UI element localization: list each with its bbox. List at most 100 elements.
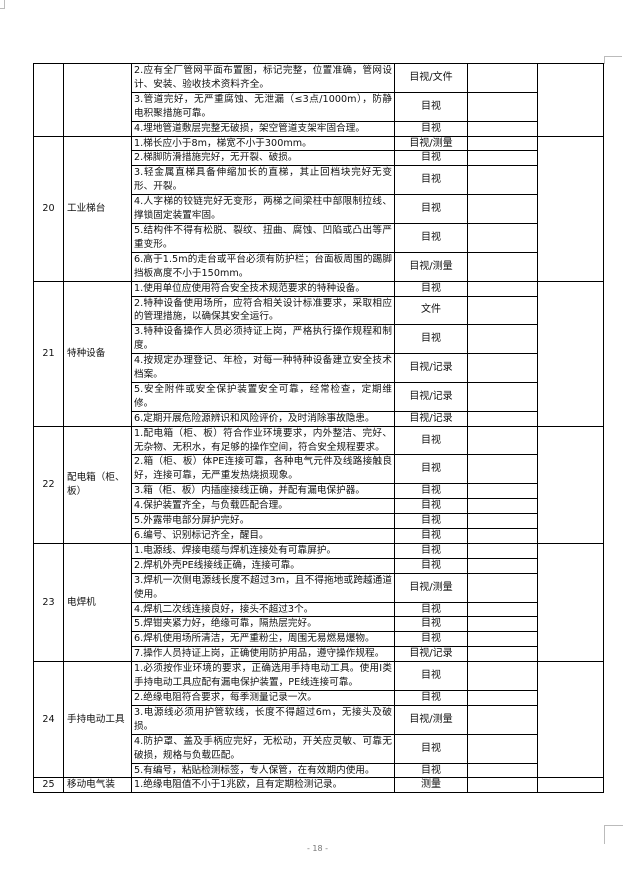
check-method: 目视: [394, 528, 468, 544]
check-method: 目视: [394, 425, 468, 456]
result-cell: [467, 631, 538, 648]
result-cell: [467, 425, 538, 456]
check-method: 目视: [394, 762, 468, 779]
table-row: 3.箱（柜、板）内插座接线正确，并配有漏电保护器。 目视: [34, 483, 604, 500]
item-number: 22: [33, 425, 64, 544]
table-row: 6.高于1.5m的走台或平台必须有防护栏；台面板周围的踢脚挡板高度不小于150m…: [34, 251, 604, 282]
requirement-text: 5.安全附件或安全保护装置安全可靠，经常检查，定期维修。: [131, 381, 395, 412]
result-cell: [467, 572, 538, 603]
requirement-text: 4.埋地管道敷层完整无破损，架空管道支架牢固合理。: [131, 120, 395, 137]
check-method: 目视: [394, 498, 468, 515]
table-row: 24 手持电动工具 1.必须按作业环境的要求，正确选用手持电动工具。使用Ⅰ类手持电动…: [33, 661, 604, 779]
item-number: 23: [33, 542, 64, 663]
table-row: 4.焊机二次线连接良好，接头不超过3个。 目视: [34, 601, 604, 618]
check-method: 目视: [394, 280, 468, 297]
table-row: 5.焊钳夹紧力好，绝缘可靠，隔热层完好。 目视: [34, 616, 604, 633]
result-cell: [467, 120, 538, 137]
result-cell: [467, 542, 538, 559]
requirement-text: 4.保护装置齐全，与负载匹配合理。: [131, 498, 395, 515]
remark-cell: [537, 63, 604, 137]
requirement-text: 6.编号、识别标记齐全，醒目。: [131, 528, 395, 544]
table-row: 22 配电箱（柜、板） 1.配电箱（柜、板）符合作业环境要求，内外整洁、完好、无杂物…: [33, 425, 604, 544]
check-method: 目视: [394, 689, 468, 706]
result-cell: [467, 280, 538, 297]
requirement-text: 2.绝缘电阻符合要求，每季测量记录一次。: [131, 689, 395, 706]
result-cell: [467, 410, 538, 427]
crop-mark: [604, 56, 622, 57]
requirement-text: 2.应有全厂管网平面布置图，标记完整，位置准确，管网设计、安装、验收技术资料齐全…: [131, 63, 395, 93]
remark-cell: [537, 542, 604, 663]
table-row: 23 电焊机 1.电源线、焊接电缆与焊机连接处有可靠屏护。 目视: [33, 542, 604, 663]
remark-cell: [537, 425, 604, 544]
check-method: 目视/测量: [394, 135, 468, 152]
requirement-text: 3.箱（柜、板）内插座接线正确，并配有漏电保护器。: [131, 483, 395, 500]
result-cell: [467, 194, 538, 224]
check-method: 目视/测量: [394, 572, 468, 603]
table-row: 21 特种设备 1.使用单位应使用符合安全技术规范要求的特种设备。 目视: [33, 280, 604, 427]
check-method: 目视: [394, 733, 468, 764]
item-name: 配电箱（柜、板）: [63, 425, 132, 544]
check-method: 目视/记录: [394, 353, 468, 383]
table-row: 4.人字梯的铰链完好无变形，两梯之间梁柱中部限制拉线、撑锁固定装置牢固。 目视: [34, 194, 604, 224]
requirement-text: 2.焊机外壳PE线接线正确，连接可靠。: [131, 557, 395, 574]
item-number: 21: [33, 280, 64, 427]
check-method: 目视: [394, 616, 468, 633]
table-row: 25 移动电气装 1.绝缘电阻值不小于1兆欧，且有定期检测记录。 测量: [33, 777, 604, 794]
requirement-text: 1.绝缘电阻值不小于1兆欧，且有定期检测记录。: [131, 777, 395, 794]
requirement-text: 7.操作人员持证上岗，正确使用防护用品，遵守操作规程。: [131, 646, 395, 663]
requirement-text: 4.人字梯的铰链完好无变形，两梯之间梁柱中部限制拉线、撑锁固定装置牢固。: [131, 194, 395, 224]
check-method: 测量: [394, 777, 468, 794]
check-method: 目视/记录: [394, 381, 468, 412]
result-cell: [467, 601, 538, 618]
inspection-table: 2.应有全厂管网平面布置图，标记完整，位置准确，管网设计、安装、验收技术资料齐全…: [33, 63, 604, 794]
requirement-text: 3.轻金属直梯具备伸缩加长的直梯，其止回档块完好无变形、开裂。: [131, 165, 395, 196]
result-cell: [467, 91, 538, 122]
requirement-text: 5.结构件不得有松脱、裂纹、扭曲、腐蚀、凹陷或凸出等严重变形。: [131, 222, 395, 253]
requirement-text: 1.必须按作业环境的要求，正确选用手持电动工具。使用Ⅰ类手持电动工具应配有漏电保…: [131, 661, 395, 691]
check-method: 目视: [394, 557, 468, 574]
requirement-text: 6.定期开展危险源辨识和风险评价，及时消除事故隐患。: [131, 410, 395, 427]
requirement-text: 3.管道完好，无严重腐蚀、无泄漏（≤3点/1000m），防静电积聚措施可靠。: [131, 91, 395, 122]
item-name: [63, 63, 132, 137]
result-cell: [467, 498, 538, 515]
item-name: 电焊机: [63, 542, 132, 663]
check-method: 目视: [394, 542, 468, 559]
result-cell: [467, 762, 538, 779]
remark-cell: [537, 777, 604, 794]
table-row: 6.焊机使用场所清洁，无严重粉尘，周围无易燃易爆物。 目视: [34, 631, 604, 648]
table-row: 5.安全附件或安全保护装置安全可靠，经常检查，定期维修。 目视/记录: [34, 381, 604, 412]
requirement-text: 3.电源线必须用护管软线，长度不得超过6m，无接头及破损。: [131, 704, 395, 735]
check-method: 目视: [394, 324, 468, 355]
result-cell: [467, 483, 538, 500]
requirement-text: 1.使用单位应使用符合安全技术规范要求的特种设备。: [131, 280, 395, 297]
item-number: [33, 63, 64, 137]
remark-cell: [537, 661, 604, 779]
result-cell: [467, 646, 538, 663]
check-method: 目视: [394, 91, 468, 122]
table-row: 7.操作人员持证上岗，正确使用防护用品，遵守操作规程。 目视/记录: [34, 646, 604, 663]
result-cell: [467, 528, 538, 544]
check-method: 目视: [394, 661, 468, 691]
check-method: 目视/文件: [394, 63, 468, 93]
result-cell: [467, 150, 538, 167]
result-cell: [467, 704, 538, 735]
requirement-text: 5.有编号，粘贴检测标签，专人保管，在有效期内使用。: [131, 762, 395, 779]
check-method: 目视: [394, 454, 468, 485]
check-method: 目视/测量: [394, 704, 468, 735]
requirement-text: 1.梯长应小于8m，梯宽不小于300mm。: [131, 135, 395, 152]
check-method: 目视/记录: [394, 410, 468, 427]
result-cell: [467, 324, 538, 355]
table-row: 2.梯脚防滑措施完好，无开裂、破损。 目视: [34, 150, 604, 167]
result-cell: [467, 165, 538, 196]
requirement-text: 4.防护罩、盖及手柄应完好，无松动，开关应灵敏、可靠无破损，规格与负载匹配。: [131, 733, 395, 764]
result-cell: [467, 381, 538, 412]
table-row: 3.轻金属直梯具备伸缩加长的直梯，其止回档块完好无变形、开裂。 目视: [34, 165, 604, 196]
requirement-text: 1.配电箱（柜、板）符合作业环境要求，内外整洁、完好、无杂物、无积水，有足够的操…: [131, 425, 395, 456]
result-cell: [467, 733, 538, 764]
table-row: 4.防护罩、盖及手柄应完好，无松动，开关应灵敏、可靠无破损，规格与负载匹配。 目视: [34, 733, 604, 764]
result-cell: [467, 454, 538, 485]
requirement-text: 2.特种设备使用场所，应符合相关设计标准要求，采取相应的管理措施，以确保其安全运…: [131, 295, 395, 326]
check-method: 目视/记录: [394, 646, 468, 663]
table-row: 3.特种设备操作人员必须持证上岗，严格执行操作规程和制度。 目视: [34, 324, 604, 355]
result-cell: [467, 135, 538, 152]
